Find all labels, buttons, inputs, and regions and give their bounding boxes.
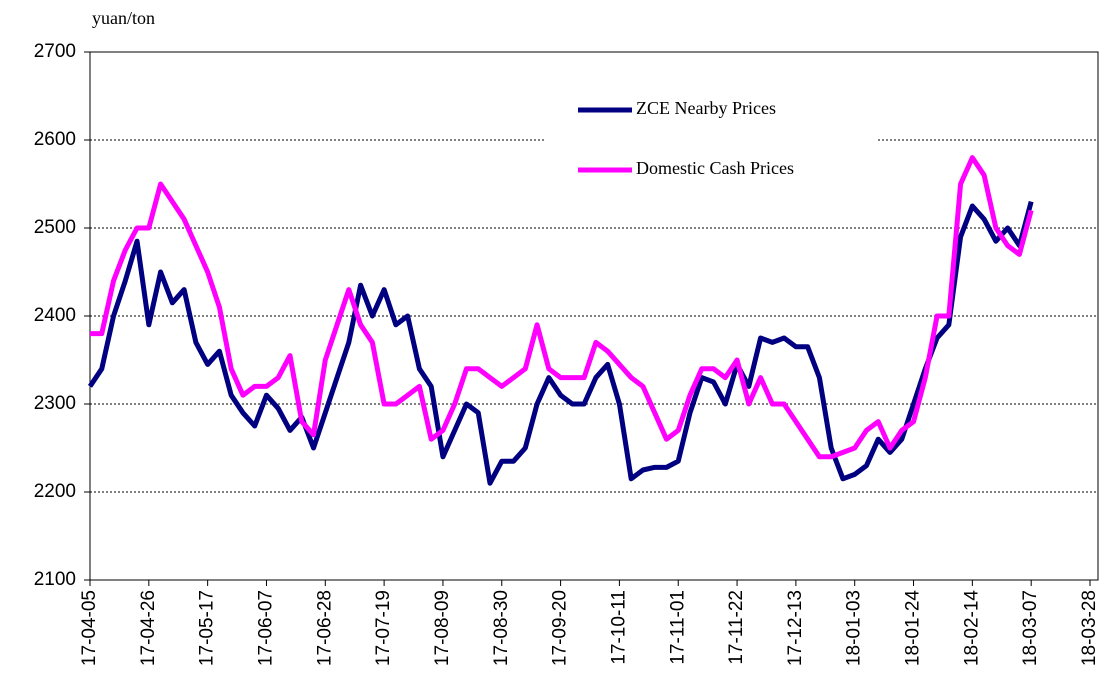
legend-box: [545, 80, 878, 198]
x-tick-label: 17-12-13: [785, 590, 806, 666]
x-tick-label: 17-06-28: [314, 590, 335, 666]
x-tick-label: 18-01-03: [844, 590, 865, 666]
x-tick-label: 17-06-07: [255, 590, 276, 666]
y-tick-label: 2200: [34, 481, 76, 502]
y-tick-label: 2300: [34, 393, 76, 414]
x-tick-label: 17-04-05: [79, 590, 100, 666]
x-tick-label: 17-08-09: [432, 590, 453, 666]
legend-label: ZCE Nearby Prices: [636, 98, 776, 118]
x-tick-label: 17-08-30: [491, 590, 512, 666]
x-tick-label: 17-07-19: [373, 590, 394, 666]
x-tick-label: 17-11-01: [667, 590, 688, 665]
plot-frame: [89, 51, 1099, 581]
x-tick-label: 17-09-20: [550, 590, 571, 666]
y-tick-label: 2100: [34, 569, 76, 590]
y-axis-label: yuan/ton: [92, 8, 155, 28]
x-tick-label: 17-05-17: [197, 590, 218, 666]
x-tick-label: 18-03-28: [1079, 590, 1100, 666]
x-tick-label: 17-10-11: [608, 590, 629, 665]
y-tick-label: 2600: [34, 129, 76, 150]
x-tick-label: 17-11-22: [726, 590, 747, 665]
x-tick-label: 18-01-24: [903, 590, 924, 666]
x-tick-label: 18-02-14: [961, 590, 982, 666]
x-tick-label: 18-03-07: [1020, 590, 1041, 666]
series-line: [87, 200, 1034, 486]
y-tick-label: 2400: [34, 305, 76, 326]
legend-label: Domestic Cash Prices: [636, 158, 794, 178]
y-tick-label: 2500: [34, 217, 76, 238]
x-tick-label: 17-04-26: [138, 590, 159, 666]
y-tick-label: 2700: [34, 41, 76, 62]
series-line: [90, 155, 1034, 460]
